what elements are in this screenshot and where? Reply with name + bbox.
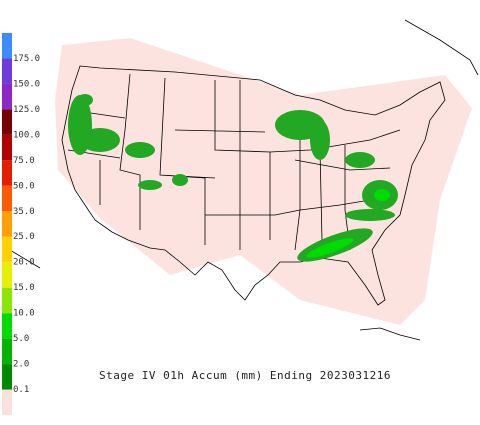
legend-label: 15.0: [13, 283, 35, 293]
legend-label: 100.0: [13, 130, 40, 140]
map-title: Stage IV 01h Accum (mm) Ending 202303121…: [99, 369, 391, 382]
legend-label: 20.0: [13, 258, 35, 268]
legend-label: 175.0: [13, 54, 40, 64]
legend-label: 0.1: [13, 385, 29, 395]
legend-label: 125.0: [13, 105, 40, 115]
legend-swatch: [2, 287, 12, 314]
legend-swatch: [2, 236, 12, 263]
legend-swatch-top: [2, 33, 12, 59]
legend-label: 25.0: [13, 232, 35, 242]
legend-swatch: [2, 160, 12, 186]
precip-heavy: [306, 189, 390, 258]
legend-swatch: [2, 313, 12, 339]
legend-label: 5.0: [13, 334, 29, 344]
legend-label: 75.0: [13, 156, 35, 166]
legend-label: 10.0: [13, 309, 35, 319]
legend-label: 2.0: [13, 360, 29, 370]
legend-label: 35.0: [13, 207, 35, 217]
legend-label: 50.0: [13, 181, 35, 191]
legend-swatch: [2, 83, 12, 110]
legend-swatch: [2, 211, 12, 237]
legend-swatch: [2, 338, 12, 365]
coverage-area: [55, 38, 472, 325]
legend-swatch: [2, 389, 12, 415]
legend-swatch: [2, 364, 12, 390]
color-legend: 0.1 2.0 5.0 10.0 15.0 20.0 25.0 35.0 50.0 75.0 100…: [2, 33, 40, 415]
legend-swatch: [2, 58, 12, 84]
legend-swatch: [2, 185, 12, 212]
legend-swatch: [2, 262, 12, 288]
legend-swatch: [2, 109, 12, 135]
legend-label: 150.0: [13, 79, 40, 89]
legend-swatch: [2, 134, 12, 161]
